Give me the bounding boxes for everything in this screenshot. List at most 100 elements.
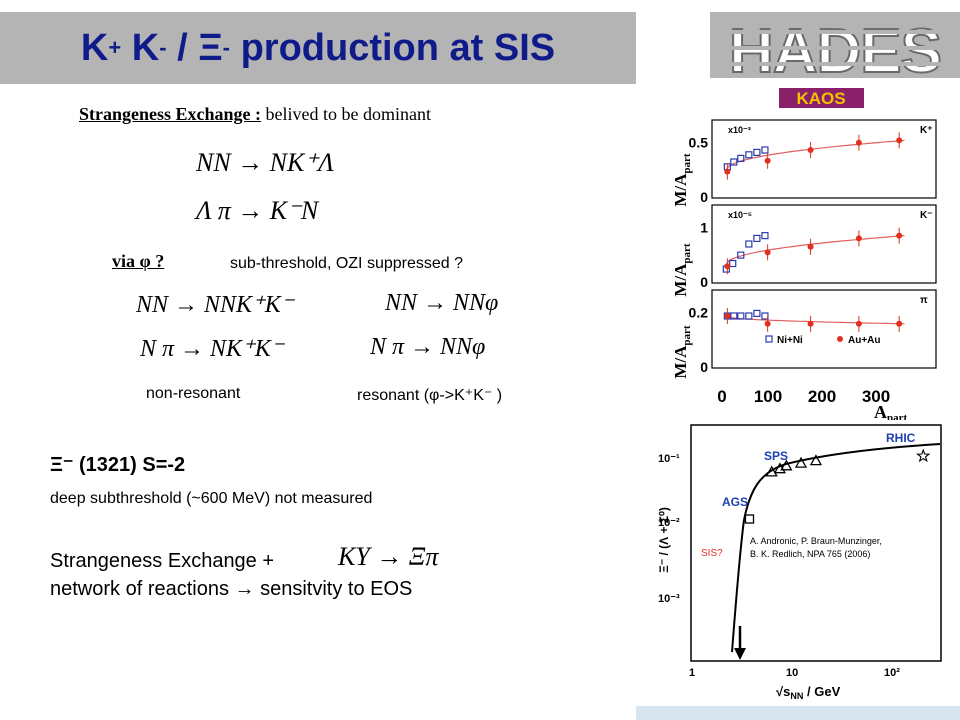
sis-y-tick: 10⁻¹ bbox=[658, 453, 680, 465]
kaos-fit-curve bbox=[724, 315, 905, 325]
reaction-lambda-pi: Λ π → K⁻N bbox=[196, 196, 319, 225]
kaos-panel-frame bbox=[711, 119, 937, 199]
slide-title: K + K- / Ξ- production at SIS bbox=[80, 26, 556, 69]
kaos-y-tick: 1 bbox=[700, 219, 708, 235]
xi-deep-subthreshold: deep subthreshold (~600 MeV) not measure… bbox=[50, 490, 373, 507]
sis-x-tick: 10 bbox=[786, 667, 798, 679]
sis-point-ags bbox=[744, 514, 755, 524]
sis-point-sps bbox=[780, 459, 793, 471]
kaos-point-au bbox=[764, 320, 771, 327]
kaos-point-ni bbox=[745, 312, 753, 320]
kaos-x-tick: 200 bbox=[808, 387, 836, 406]
kaos-x-tick: 100 bbox=[754, 387, 782, 406]
kaos-point-au bbox=[896, 137, 903, 144]
sis-figure: Ξ⁻ / (Λ + Σ⁰) 10⁻¹ 10⁻² 10⁻³ 1 10 10² √s… bbox=[657, 424, 942, 701]
sis-plot-frame bbox=[690, 424, 942, 662]
xi-network: network of reactions → sensitvity to EOS bbox=[50, 578, 413, 600]
kaos-point-ni bbox=[753, 234, 761, 243]
kaos-point-au bbox=[807, 320, 814, 327]
sis-x-label: √sNN / GeV bbox=[776, 684, 841, 701]
legend-ni: Ni+Ni bbox=[777, 335, 803, 346]
sis-arrow-head bbox=[734, 648, 746, 660]
kaos-point-ni bbox=[737, 251, 745, 259]
figure-panel bbox=[636, 78, 960, 720]
non-resonant-label: non-resonant bbox=[146, 385, 241, 402]
reaction-nn-nnkk: NN → NNK⁺K⁻ bbox=[136, 292, 294, 318]
title-bar bbox=[0, 12, 636, 84]
kaos-x-ticks: 0 100 200 300 bbox=[717, 387, 890, 406]
kaos-x-tick: 0 bbox=[717, 387, 726, 406]
svg-text:M/Apart: M/Apart bbox=[671, 325, 693, 379]
sis-model-curve bbox=[731, 443, 941, 653]
sis-label-rhic: RHIC bbox=[886, 431, 916, 445]
via-phi-note: sub-threshold, OZI suppressed ? bbox=[230, 255, 464, 272]
kaos-point-au bbox=[724, 168, 731, 175]
reaction-nn-nnphi: NN → NNφ bbox=[385, 290, 499, 316]
kaos-point-au bbox=[807, 243, 814, 250]
kaos-y-tick: 0 bbox=[700, 274, 708, 290]
sis-label-ags: AGS bbox=[722, 495, 748, 509]
sis-y-tick: 10⁻² bbox=[658, 517, 680, 529]
via-phi-label: via φ ? bbox=[112, 251, 165, 271]
kaos-particle-label: K⁺ bbox=[920, 125, 933, 136]
kaos-point-ni bbox=[730, 158, 738, 166]
kaos-point-ni bbox=[745, 240, 753, 248]
sis-point-sps bbox=[794, 456, 808, 468]
kaos-y-tick: 0 bbox=[700, 189, 708, 205]
sis-x-ticks: 1 10 10² bbox=[689, 667, 900, 679]
kaos-point-au bbox=[896, 232, 903, 239]
sis-y-label: Ξ⁻ / (Λ + Σ⁰) bbox=[657, 507, 671, 573]
kaos-y-labels: M/Apart M/Apart M/Apart bbox=[671, 153, 693, 379]
sis-point-sps bbox=[765, 465, 778, 477]
hades-logo: HADES bbox=[712, 18, 958, 80]
kaos-point-ni bbox=[753, 309, 761, 317]
kaos-point-ni bbox=[745, 151, 753, 159]
kaos-legend: Ni+Ni Au+Au bbox=[765, 335, 881, 346]
kaos-scale-label: x10⁻³ bbox=[728, 125, 751, 135]
bottom-strip bbox=[636, 706, 960, 720]
kaos-y-tick: 0.5 bbox=[689, 134, 709, 150]
sis-x-tick: 10² bbox=[884, 667, 900, 679]
kaos-point-ni bbox=[730, 312, 738, 320]
svg-text:M/Apart: M/Apart bbox=[671, 243, 693, 297]
xi-formula: KY → Ξπ bbox=[338, 542, 439, 571]
sis-label-sps: SPS bbox=[764, 449, 788, 463]
reaction-npi-nnphi: N π → NNφ bbox=[370, 334, 486, 360]
xi-header: Ξ⁻ (1321) S=-2 bbox=[50, 454, 186, 476]
kaos-point-au bbox=[764, 249, 771, 256]
xi-strangeness-exchange: Strangeness Exchange + bbox=[50, 550, 275, 572]
sis-point-sps bbox=[809, 454, 823, 466]
kaos-point-au bbox=[855, 139, 862, 146]
kaos-scale-label: x10⁻⁵ bbox=[728, 210, 752, 220]
sis-x-tick: 1 bbox=[689, 667, 695, 679]
reaction-npi-nkk: N π → NK⁺K⁻ bbox=[140, 336, 284, 362]
ref-b: B. K. Redlich, NPA 765 (2006) bbox=[750, 549, 870, 559]
legend-ni-marker bbox=[765, 335, 773, 343]
sis-point-rhic bbox=[915, 448, 931, 463]
kaos-figure: KAOS M/Apart M/Apart M/Apart 0.5 0 x10⁻³ K⁺… bbox=[671, 88, 937, 420]
sis-y-tick: 10⁻³ bbox=[658, 593, 680, 605]
legend-au: Au+Au bbox=[848, 335, 881, 346]
kaos-point-au bbox=[896, 320, 903, 327]
kaos-point-ni bbox=[737, 312, 745, 320]
kaos-logo-box bbox=[779, 88, 864, 108]
resonant-label: resonant (φ->K⁺K⁻ ) bbox=[357, 387, 503, 404]
kaos-point-au bbox=[807, 147, 814, 153]
kaos-point-ni bbox=[753, 148, 761, 157]
kaos-y-tick: 0 bbox=[700, 359, 708, 375]
kaos-point-au bbox=[855, 320, 862, 327]
kaos-x-label: Apart bbox=[874, 402, 908, 420]
kaos-particle-label: π bbox=[920, 295, 928, 306]
kaos-point-ni bbox=[761, 232, 769, 240]
kaos-y-tick: 0.2 bbox=[689, 304, 709, 320]
kaos-particle-label: K⁻ bbox=[920, 210, 933, 221]
svg-text:M/Apart: M/Apart bbox=[671, 153, 693, 207]
sis-y-ticks: 10⁻¹ 10⁻² 10⁻³ bbox=[658, 453, 680, 605]
kaos-panel-frame bbox=[711, 204, 937, 284]
kaos-point-ni bbox=[737, 154, 745, 163]
kaos-point-ni bbox=[761, 146, 769, 154]
ref-a: A. Andronic, P. Braun-Munzinger, bbox=[750, 536, 882, 546]
strangeness-line: Strangeness Exchange : belived to be dom… bbox=[79, 104, 431, 124]
kaos-x-tick: 300 bbox=[862, 387, 890, 406]
kaos-fit-curve bbox=[724, 139, 905, 172]
